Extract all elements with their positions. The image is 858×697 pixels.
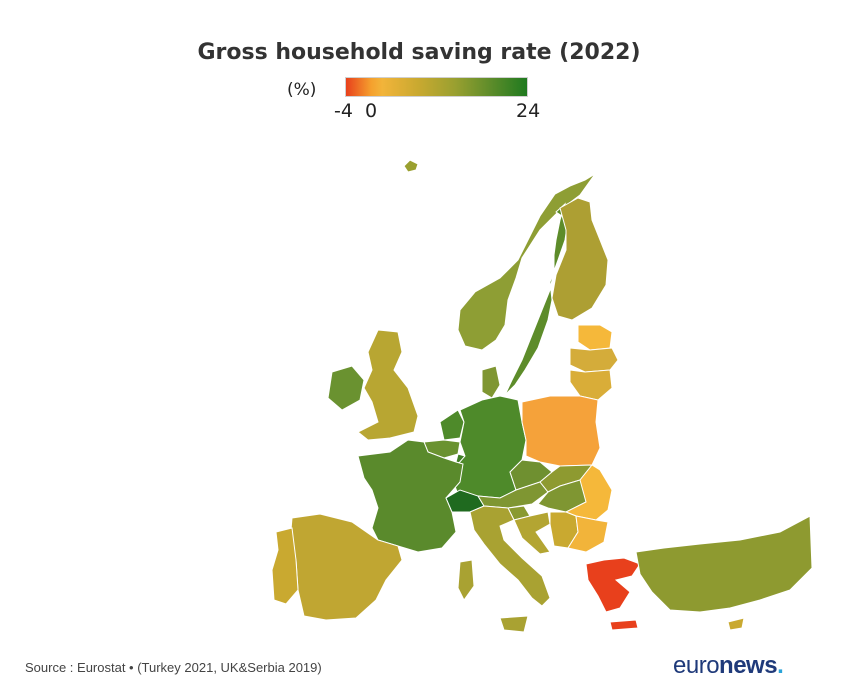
country-finland[interactable] <box>551 197 609 321</box>
country-italy-sardinia[interactable] <box>457 559 475 601</box>
country-uk[interactable] <box>357 329 419 441</box>
country-poland[interactable] <box>521 395 601 467</box>
europe-map <box>260 160 820 640</box>
legend-max-label: 24 <box>516 100 541 122</box>
legend-zero-label: 0 <box>365 100 378 122</box>
legend-gradient-bar <box>345 77 528 97</box>
country-latvia[interactable] <box>569 347 619 373</box>
country-bulgaria[interactable] <box>567 515 609 553</box>
map-svg <box>271 160 813 633</box>
country-greece-crete[interactable] <box>609 619 639 631</box>
legend-min-label: -4 <box>334 100 353 122</box>
legend-unit: (%) <box>287 80 317 100</box>
source-note: Source : Eurostat • (Turkey 2021, UK&Ser… <box>25 660 322 675</box>
country-estonia[interactable] <box>577 324 613 351</box>
country-portugal[interactable] <box>271 527 299 605</box>
country-ireland[interactable] <box>327 365 365 411</box>
country-italy-sicily[interactable] <box>499 615 529 633</box>
country-sweden[interactable] <box>504 202 569 396</box>
country-lithuania[interactable] <box>569 369 613 401</box>
country-croatia[interactable] <box>513 511 551 555</box>
country-greece[interactable] <box>585 557 641 613</box>
country-italy[interactable] <box>469 505 551 607</box>
country-netherlands[interactable] <box>439 409 465 441</box>
country-iceland[interactable] <box>403 160 419 173</box>
country-turkey[interactable] <box>635 515 813 613</box>
country-norway[interactable] <box>457 173 596 351</box>
country-denmark[interactable] <box>481 365 501 399</box>
map-title: Gross household saving rate (2022) <box>197 40 641 65</box>
country-cyprus[interactable] <box>727 617 745 631</box>
euronews-logo: euronews. <box>673 652 784 679</box>
country-romania[interactable] <box>564 464 613 521</box>
